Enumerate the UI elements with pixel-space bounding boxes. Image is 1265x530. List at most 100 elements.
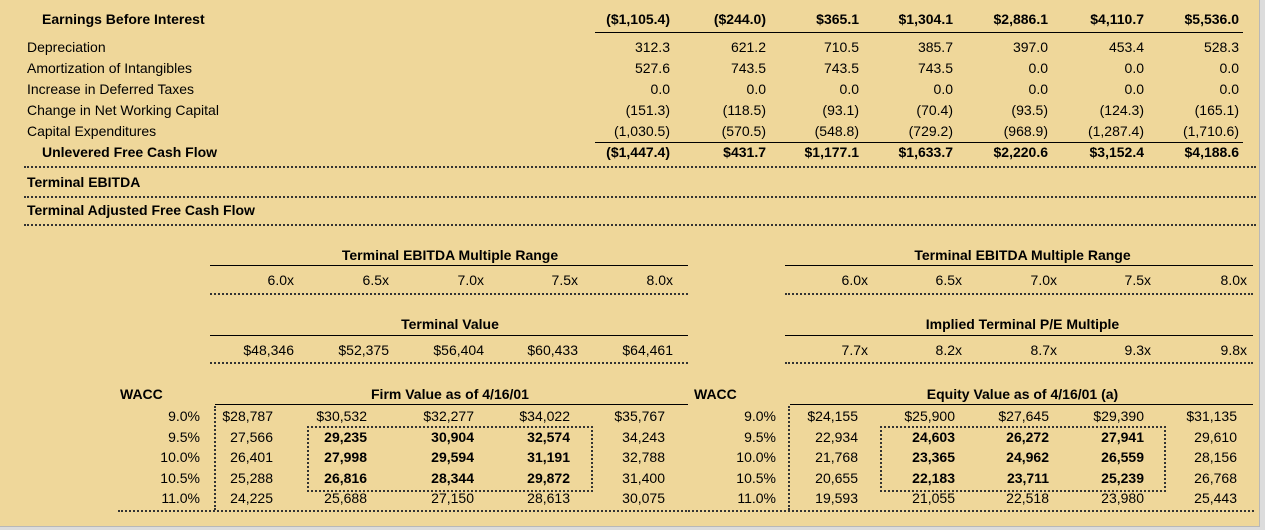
- cash-flow-row-label: Change in Net Working Capital: [27, 102, 219, 118]
- cash-flow-value: 0.0: [1124, 60, 1144, 76]
- cash-flow-value: 743.5: [730, 60, 766, 76]
- cash-flow-value: 0.0: [1219, 60, 1239, 76]
- implied-pe-cell: 8.2x: [935, 342, 962, 358]
- terminal-ebitda-label: Terminal EBITDA: [27, 174, 141, 190]
- cash-flow-value: (70.4): [916, 102, 953, 118]
- ufcf-overline: [595, 142, 1243, 143]
- cash-flow-value: 0.0: [1028, 60, 1048, 76]
- cash-flow-value: (151.3): [625, 102, 670, 118]
- equity-value-underline: [790, 404, 1253, 405]
- ebit-value: ($1,105.4): [606, 11, 670, 27]
- equity-value-cell: $31,135: [1186, 408, 1237, 424]
- implied-pe-underline: [785, 335, 1253, 336]
- wacc-rate: 10.5%: [736, 469, 776, 486]
- equity-value-cell: $24,155: [807, 408, 858, 424]
- firm-value-cell: 29,872: [527, 469, 570, 486]
- firm-value-cell: 27,566: [230, 428, 273, 445]
- ufcf-value: $3,152.4: [1089, 144, 1145, 160]
- firm-value-cell: 28,344: [431, 469, 474, 486]
- equity-value-highlight-box: [880, 426, 1166, 492]
- cash-flow-value: 385.7: [917, 39, 953, 55]
- wacc-rate: 9.0%: [744, 408, 776, 424]
- right-multiple-underline: [785, 265, 1253, 266]
- cash-flow-value: 743.5: [917, 60, 953, 76]
- firm-value-cell: 31,400: [622, 469, 665, 486]
- equity-value-cell: 26,559: [1101, 449, 1144, 465]
- ebit-value: $1,304.1: [898, 11, 954, 27]
- cash-flow-value: 0.0: [650, 81, 670, 97]
- multiple-value: 7.0x: [457, 272, 484, 288]
- cash-flow-row-label: Amortization of Intangibles: [27, 60, 192, 76]
- ebit-label: Earnings Before Interest: [42, 11, 205, 27]
- equity-value-cell: 22,518: [1006, 490, 1049, 506]
- cash-flow-value: (124.3): [1099, 102, 1144, 118]
- firm-value-cell: $35,767: [614, 408, 665, 424]
- ufcf-value: $1,177.1: [804, 144, 860, 160]
- wacc-rate: 9.5%: [744, 428, 776, 445]
- ebit-value: ($244.0): [713, 11, 766, 27]
- equity-value-cell: 24,603: [912, 428, 955, 445]
- terminal-afcf-label: Terminal Adjusted Free Cash Flow: [27, 202, 255, 218]
- firm-value-cell: 32,574: [527, 428, 570, 445]
- cash-flow-row-label: Capital Expenditures: [27, 123, 157, 139]
- terminal-value-cell: $48,346: [243, 342, 294, 358]
- equity-value-cell: $29,390: [1093, 408, 1144, 424]
- firm-value-cell: $30,532: [316, 408, 367, 424]
- ufcf-value: $2,220.6: [993, 144, 1049, 160]
- equity-value-cell: 25,443: [1194, 490, 1237, 506]
- equity-value-cell: 22,183: [912, 469, 955, 486]
- firm-value-cell: 29,594: [431, 449, 474, 465]
- firm-value-cell: 29,235: [324, 428, 367, 445]
- cash-flow-value: 0.0: [1124, 81, 1144, 97]
- cash-flow-value: (118.5): [722, 102, 766, 118]
- left-multiple-title: Terminal EBITDA Multiple Range: [341, 247, 559, 263]
- equity-value-cell: 21,768: [815, 449, 858, 465]
- firm-value-cell: 34,243: [622, 428, 665, 445]
- cash-flow-value: (93.5): [1011, 102, 1048, 118]
- ebit-value: $2,886.1: [993, 11, 1049, 27]
- firm-value-cell: 28,613: [527, 490, 570, 506]
- cash-flow-value: (1,710.6): [1182, 123, 1239, 139]
- ufcf-value: $431.7: [723, 144, 766, 160]
- cash-flow-row-label: Depreciation: [27, 39, 106, 55]
- firm-value-title: Firm Value as of 4/16/01: [371, 386, 529, 402]
- equity-value-cell: 24,962: [1006, 449, 1049, 465]
- wacc-rate: 10.5%: [160, 469, 200, 486]
- firm-value-cell: 25,688: [324, 490, 367, 506]
- terminal-value-cell: $56,404: [433, 342, 484, 358]
- divider-2: [24, 196, 1256, 198]
- left-bottom-divider: [118, 510, 690, 512]
- firm-value-cell: 30,904: [431, 428, 474, 445]
- left-wacc-label: WACC: [120, 386, 163, 402]
- firm-value-cell: 30,075: [622, 490, 665, 506]
- wacc-rate: 10.0%: [160, 449, 200, 465]
- firm-value-underline: [215, 404, 688, 405]
- equity-value-cell: 29,610: [1194, 428, 1237, 445]
- cash-flow-value: 0.0: [839, 81, 859, 97]
- cash-flow-value: (548.8): [814, 123, 859, 139]
- multiple-value: 7.5x: [551, 272, 578, 288]
- equity-value-cell: $25,900: [904, 408, 955, 424]
- terminal-value-cell: $64,461: [622, 342, 673, 358]
- terminal-value-underline: [210, 335, 688, 336]
- equity-value-cell: 20,655: [815, 469, 858, 486]
- firm-value-cell: 26,816: [324, 469, 367, 486]
- firm-value-cell: 26,401: [230, 449, 273, 465]
- cash-flow-value: 453.4: [1108, 39, 1144, 55]
- terminal-value-cell: $60,433: [527, 342, 578, 358]
- cash-flow-value: 0.0: [1028, 81, 1048, 97]
- cash-flow-value: 312.3: [634, 39, 670, 55]
- terminal-value-title: Terminal Value: [401, 316, 499, 332]
- equity-value-title: Equity Value as of 4/16/01 (a): [926, 386, 1119, 402]
- wacc-rate: 9.5%: [168, 428, 200, 445]
- implied-pe-title: Implied Terminal P/E Multiple: [925, 316, 1120, 332]
- implied-pe-cell: 8.7x: [1030, 342, 1057, 358]
- equity-value-cell: 28,156: [1194, 449, 1237, 465]
- divider-3: [24, 224, 1256, 226]
- equity-value-cell: 25,239: [1101, 469, 1144, 486]
- equity-value-cell: 23,711: [1006, 469, 1049, 486]
- multiple-value: 7.5x: [1124, 272, 1151, 288]
- multiple-value: 6.0x: [267, 272, 294, 288]
- cash-flow-row-label: Increase in Deferred Taxes: [27, 81, 195, 97]
